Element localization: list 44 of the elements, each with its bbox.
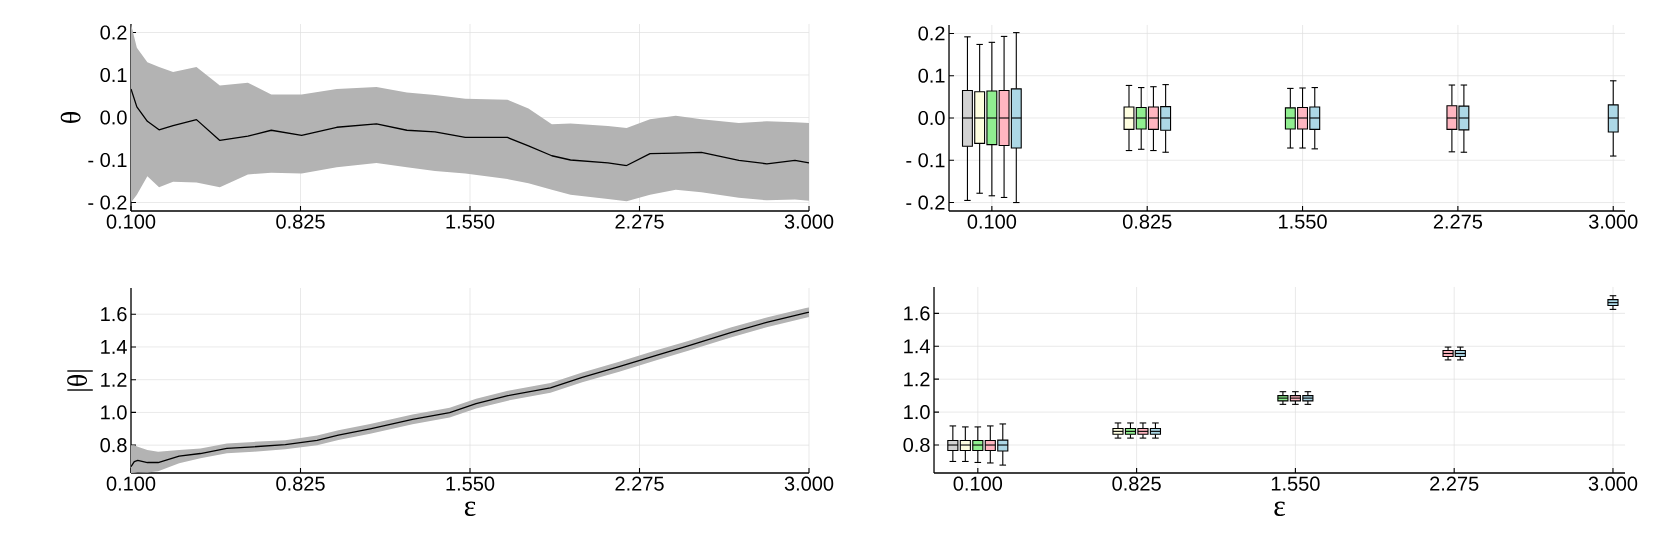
y-tick-label: 0.1 — [100, 67, 127, 83]
y-tick-label: - 0.2 — [88, 195, 127, 210]
x-tick-label: 0.100 — [967, 214, 1017, 229]
x-tick-label: 0.825 — [276, 214, 325, 229]
y-tick-label: 1.4 — [904, 339, 930, 354]
x-tick-label: 1.550 — [1279, 214, 1327, 229]
y-axis-title: θ — [60, 111, 81, 123]
x-tick-label: 3.000 — [1588, 214, 1638, 229]
x-tick-label: 3.000 — [784, 214, 834, 229]
y-tick-label: 0.8 — [903, 437, 930, 453]
y-tick-label: 0.0 — [918, 110, 945, 126]
x-axis-title: ε — [464, 501, 476, 516]
x-tick-label: 0.100 — [106, 476, 156, 491]
x-tick-label: 0.825 — [1122, 214, 1172, 229]
x-tick-label: 2.275 — [1433, 214, 1483, 229]
x-tick-label: 1.550 — [1271, 476, 1320, 491]
x-tick-label: 2.275 — [1430, 476, 1479, 491]
y-tick-label: 1.6 — [101, 307, 127, 322]
x-tick-label: 0.100 — [953, 476, 1003, 491]
y-tick-label: 1.2 — [101, 372, 127, 387]
y-tick-label: 1.2 — [904, 372, 930, 387]
y-tick-label: 1.4 — [101, 340, 127, 354]
y-tick-label: 0.1 — [918, 68, 945, 83]
y-tick-label: 0.8 — [100, 438, 127, 453]
x-tick-label: 0.825 — [276, 476, 325, 491]
y-tick-label: 1.0 — [101, 405, 127, 420]
y-tick-label: 0.0 — [100, 110, 127, 125]
y-tick-label: - 0.2 — [906, 195, 945, 210]
x-tick-label: 3.000 — [1588, 476, 1638, 491]
x-tick-label: 2.275 — [615, 214, 664, 229]
x-tick-label: 1.550 — [446, 476, 495, 491]
x-tick-label: 3.000 — [784, 476, 834, 491]
y-tick-label: - 0.1 — [906, 153, 945, 168]
x-tick-label: 2.275 — [615, 476, 664, 491]
y-tick-label: 0.2 — [100, 25, 127, 40]
y-axis-title: |θ| — [67, 370, 93, 391]
x-axis-title: ε — [1274, 501, 1285, 516]
y-tick-label: 0.2 — [918, 26, 945, 41]
x-tick-label: 1.550 — [446, 214, 495, 229]
x-tick-label: 0.825 — [1112, 476, 1161, 491]
y-tick-label: 1.0 — [904, 405, 930, 420]
x-tick-label: 0.100 — [106, 214, 156, 229]
y-tick-label: 1.6 — [904, 306, 930, 321]
y-tick-label: - 0.1 — [88, 152, 127, 168]
